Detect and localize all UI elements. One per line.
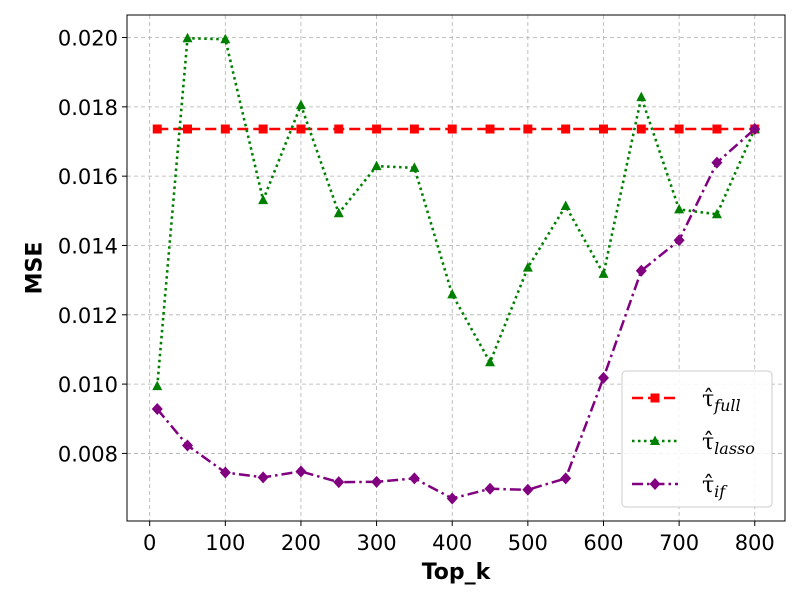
data-point-if [257,471,269,484]
data-point-lasso [258,194,269,205]
data-point-if [333,476,345,489]
data-point-full [258,124,268,134]
x-tick-label: 300 [357,531,397,555]
data-point-full [183,124,193,134]
data-point-full [636,124,646,134]
x-axis-title: Top_k [422,560,492,585]
data-point-full [334,124,344,134]
data-point-if [408,472,420,485]
ticks: 0 100 200 300 400 500 600 700 800 0.008 0.010 0.012… [58,27,775,555]
data-point-full [447,124,457,134]
data-point-full [296,124,306,134]
data-point-lasso [560,200,571,210]
legend-item-full: τ̂full [632,387,741,415]
data-point-full [152,124,162,134]
x-tick-label: 700 [659,531,699,555]
data-point-full [598,124,608,134]
data-point-full [712,124,722,134]
legend-symbol: τ̂ [702,473,714,498]
plot-frame [126,14,786,522]
data-point-lasso [295,99,306,110]
legend-item-lasso: τ̂lasso [632,430,755,458]
data-point-if [295,465,307,478]
data-point-lasso [711,208,722,219]
data-point-lasso [447,288,458,299]
legend-symbol: τ̂ [702,430,714,455]
data-point-if [522,483,534,496]
data-point-lasso [598,268,609,278]
data-point-lasso [220,33,231,44]
data-point-if [484,482,496,495]
data-point-if [151,403,163,416]
data-point-if [749,123,761,136]
y-axis-title: MSE [23,242,48,295]
x-tick-label: 400 [432,531,472,555]
y-tick-label: 0.016 [58,165,118,189]
series-lasso [152,32,760,391]
x-tick-label: 500 [508,531,548,555]
data-point-lasso [182,32,193,43]
data-point-full [409,124,419,134]
data-point-if [446,492,458,505]
legend-subscript: full [713,396,740,415]
x-tick-label: 600 [583,531,623,555]
legend-label: τ̂full [702,387,741,415]
data-point-lasso [409,162,420,172]
legend-label: τ̂if [702,473,728,501]
data-point-full [485,124,495,134]
x-tick-label: 200 [281,531,321,555]
x-tick-label: 100 [205,531,245,555]
legend-symbol: τ̂ [702,387,714,412]
data-point-if [673,234,685,247]
data-point-lasso [674,203,685,214]
x-tick-label: 0 [143,531,156,555]
data-point-if [182,439,194,452]
series-layer [151,32,761,505]
data-point-if [371,475,383,488]
y-tick-label: 0.020 [58,27,118,51]
data-point-full [523,124,533,134]
data-point-lasso [485,356,496,367]
data-point-lasso [522,262,533,272]
legend-label: τ̂lasso [702,430,755,458]
series-line-lasso [155,36,756,387]
legend-subscript: if [714,482,728,501]
series-if [151,123,761,505]
data-point-lasso [636,91,647,102]
data-point-if [560,472,572,485]
legend-subscript: lasso [714,439,755,458]
data-point-lasso [371,160,382,171]
legend-box [621,370,773,508]
y-tick-label: 0.018 [58,96,118,120]
y-tick-label: 0.008 [58,442,118,466]
data-point-full [561,124,571,134]
data-point-full [372,124,382,134]
data-point-full [674,124,684,134]
data-point-if [635,264,647,277]
data-point-if [711,156,723,169]
legend-marker [649,478,661,490]
x-tick-label: 800 [735,531,775,555]
series-full [152,124,760,134]
legend-item-if: τ̂if [632,473,728,501]
legend-marker [650,393,660,403]
data-point-if [219,466,231,479]
y-tick-label: 0.012 [58,304,118,328]
data-point-full [220,124,230,134]
legend-marker [650,435,660,445]
data-point-if [597,371,609,384]
y-tick-label: 0.010 [58,373,118,397]
data-point-lasso [333,207,344,218]
y-tick-label: 0.014 [58,234,118,258]
data-point-lasso [152,380,163,391]
